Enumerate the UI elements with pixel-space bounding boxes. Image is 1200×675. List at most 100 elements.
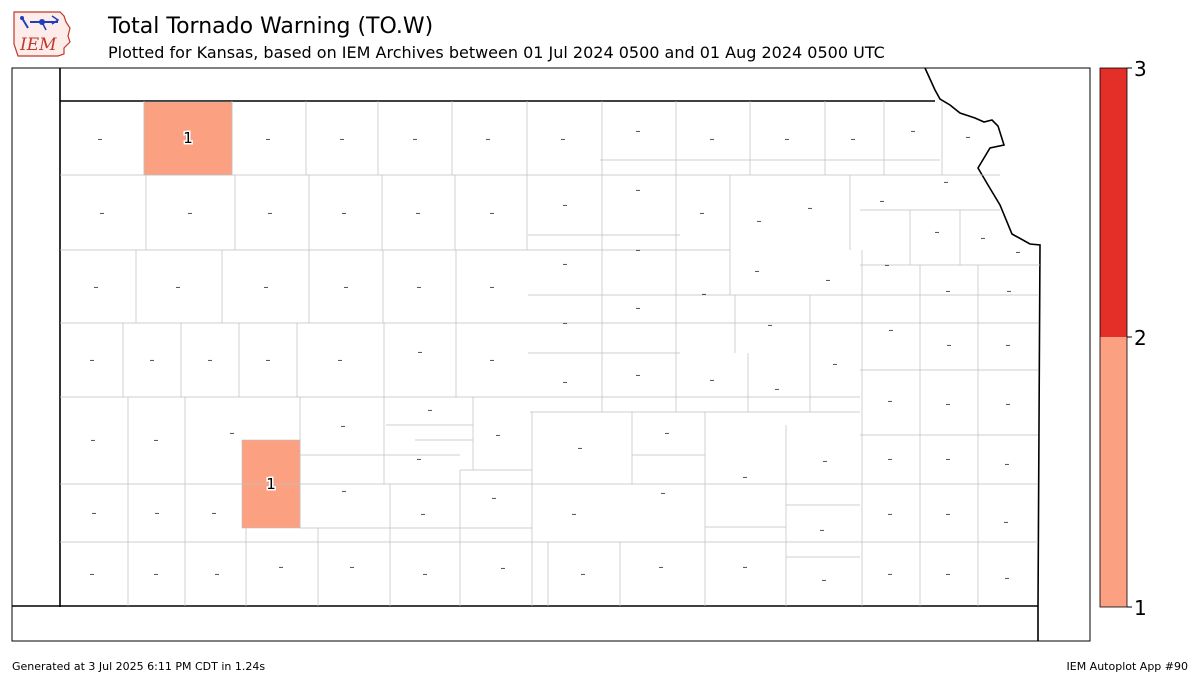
zero-count-marker: –	[486, 134, 491, 145]
colorbar-tick-label: 2	[1134, 326, 1147, 350]
zero-count-marker: –	[1005, 573, 1010, 584]
zero-count-marker: –	[279, 562, 284, 573]
zero-count-marker: –	[492, 493, 497, 504]
zero-count-marker: –	[823, 456, 828, 467]
zero-count-marker: –	[1005, 459, 1010, 470]
zero-count-marker: –	[341, 421, 346, 432]
zero-count-marker: –	[636, 185, 641, 196]
zero-count-marker: –	[342, 208, 347, 219]
colorbar-bin-high	[1100, 68, 1127, 337]
zero-count-marker: –	[935, 227, 940, 238]
zero-count-marker: –	[208, 355, 213, 366]
colorbar-bin-low	[1100, 337, 1127, 607]
zero-count-marker: –	[561, 134, 566, 145]
zero-count-marker: –	[946, 286, 951, 297]
zero-count-marker: –	[344, 282, 349, 293]
zero-count-marker: –	[946, 509, 951, 520]
zero-count-marker: –	[91, 435, 96, 446]
zero-count-marker: –	[413, 134, 418, 145]
zero-count-marker: –	[264, 282, 269, 293]
generated-timestamp: Generated at 3 Jul 2025 6:11 PM CDT in 1…	[12, 660, 266, 673]
zero-count-marker: –	[563, 377, 568, 388]
zero-count-marker: –	[757, 216, 762, 227]
zero-count-marker: –	[636, 303, 641, 314]
zero-count-marker: –	[888, 454, 893, 465]
zero-count-marker: –	[710, 134, 715, 145]
zero-count-marker: –	[215, 569, 220, 580]
zero-count-marker: –	[188, 208, 193, 219]
zero-count-marker: –	[755, 266, 760, 277]
state-borders	[12, 67, 1041, 641]
zero-count-marker: –	[98, 134, 103, 145]
zero-count-marker: –	[981, 233, 986, 244]
county-count-label: 1	[266, 475, 276, 493]
zero-count-marker: –	[966, 132, 971, 143]
zero-count-marker: –	[888, 509, 893, 520]
zero-count-marker: –	[888, 569, 893, 580]
zero-count-marker: –	[90, 355, 95, 366]
zero-count-marker: –	[826, 275, 831, 286]
zero-count-marker: –	[154, 435, 159, 446]
zero-count-marker: –	[665, 428, 670, 439]
zero-count-marker: –	[490, 208, 495, 219]
zero-count-marker: –	[212, 508, 217, 519]
zero-count-markers: – – – – – – – – – – – – – – – – – – – – – – – – – – – – – – – – – – – – – – – –…	[90, 126, 1021, 586]
zero-count-marker: –	[581, 569, 586, 580]
zero-count-marker: –	[350, 562, 355, 573]
zero-count-marker: –	[659, 562, 664, 573]
zero-count-marker: –	[266, 355, 271, 366]
zero-count-marker: –	[1016, 247, 1021, 258]
zero-count-marker: –	[889, 325, 894, 336]
zero-count-marker: –	[808, 203, 813, 214]
zero-count-marker: –	[661, 488, 666, 499]
zero-count-marker: –	[946, 454, 951, 465]
zero-count-marker: –	[768, 320, 773, 331]
zero-count-marker: –	[1007, 286, 1012, 297]
zero-count-marker: –	[268, 208, 273, 219]
colorbar-tick-label: 1	[1134, 596, 1147, 620]
zero-count-marker: –	[833, 359, 838, 370]
zero-count-marker: –	[775, 384, 780, 395]
zero-count-marker: –	[417, 454, 422, 465]
iem-logo: IEM	[13, 11, 71, 57]
app-credit: IEM Autoplot App #90	[1066, 660, 1189, 673]
zero-count-marker: –	[743, 472, 748, 483]
zero-count-marker: –	[176, 282, 181, 293]
zero-count-marker: –	[1004, 517, 1009, 528]
zero-count-marker: –	[154, 569, 159, 580]
zero-count-marker: –	[785, 134, 790, 145]
county-value-labels: 1 1	[182, 128, 278, 495]
zero-count-marker: –	[820, 525, 825, 536]
zero-count-marker: –	[563, 318, 568, 329]
zero-count-marker: –	[230, 428, 235, 439]
zero-count-marker: –	[1006, 340, 1011, 351]
chart-subtitle: Plotted for Kansas, based on IEM Archive…	[108, 43, 885, 62]
zero-count-marker: –	[418, 347, 423, 358]
zero-count-marker: –	[501, 563, 506, 574]
zero-count-marker: –	[710, 375, 715, 386]
zero-count-marker: –	[417, 282, 422, 293]
chart-title: Total Tornado Warning (TO.W)	[108, 14, 434, 39]
zero-count-marker: –	[338, 355, 343, 366]
zero-count-marker: –	[421, 509, 426, 520]
zero-count-marker: –	[578, 443, 583, 454]
zero-count-marker: –	[743, 562, 748, 573]
county-count-label: 1	[183, 129, 193, 147]
zero-count-marker: –	[944, 177, 949, 188]
zero-count-marker: –	[947, 340, 952, 351]
zero-count-marker: –	[155, 508, 160, 519]
zero-count-marker: –	[880, 196, 885, 207]
zero-count-marker: –	[100, 208, 105, 219]
zero-count-marker: –	[342, 486, 347, 497]
zero-count-marker: –	[340, 134, 345, 145]
zero-count-marker: –	[563, 200, 568, 211]
logo-text: IEM	[19, 35, 57, 55]
zero-count-marker: –	[94, 282, 99, 293]
county-lines	[60, 101, 1040, 606]
zero-count-marker: –	[563, 259, 568, 270]
zero-count-marker: –	[416, 208, 421, 219]
zero-count-marker: –	[636, 245, 641, 256]
zero-count-marker: –	[702, 289, 707, 300]
zero-count-marker: –	[490, 355, 495, 366]
zero-count-marker: –	[822, 575, 827, 586]
